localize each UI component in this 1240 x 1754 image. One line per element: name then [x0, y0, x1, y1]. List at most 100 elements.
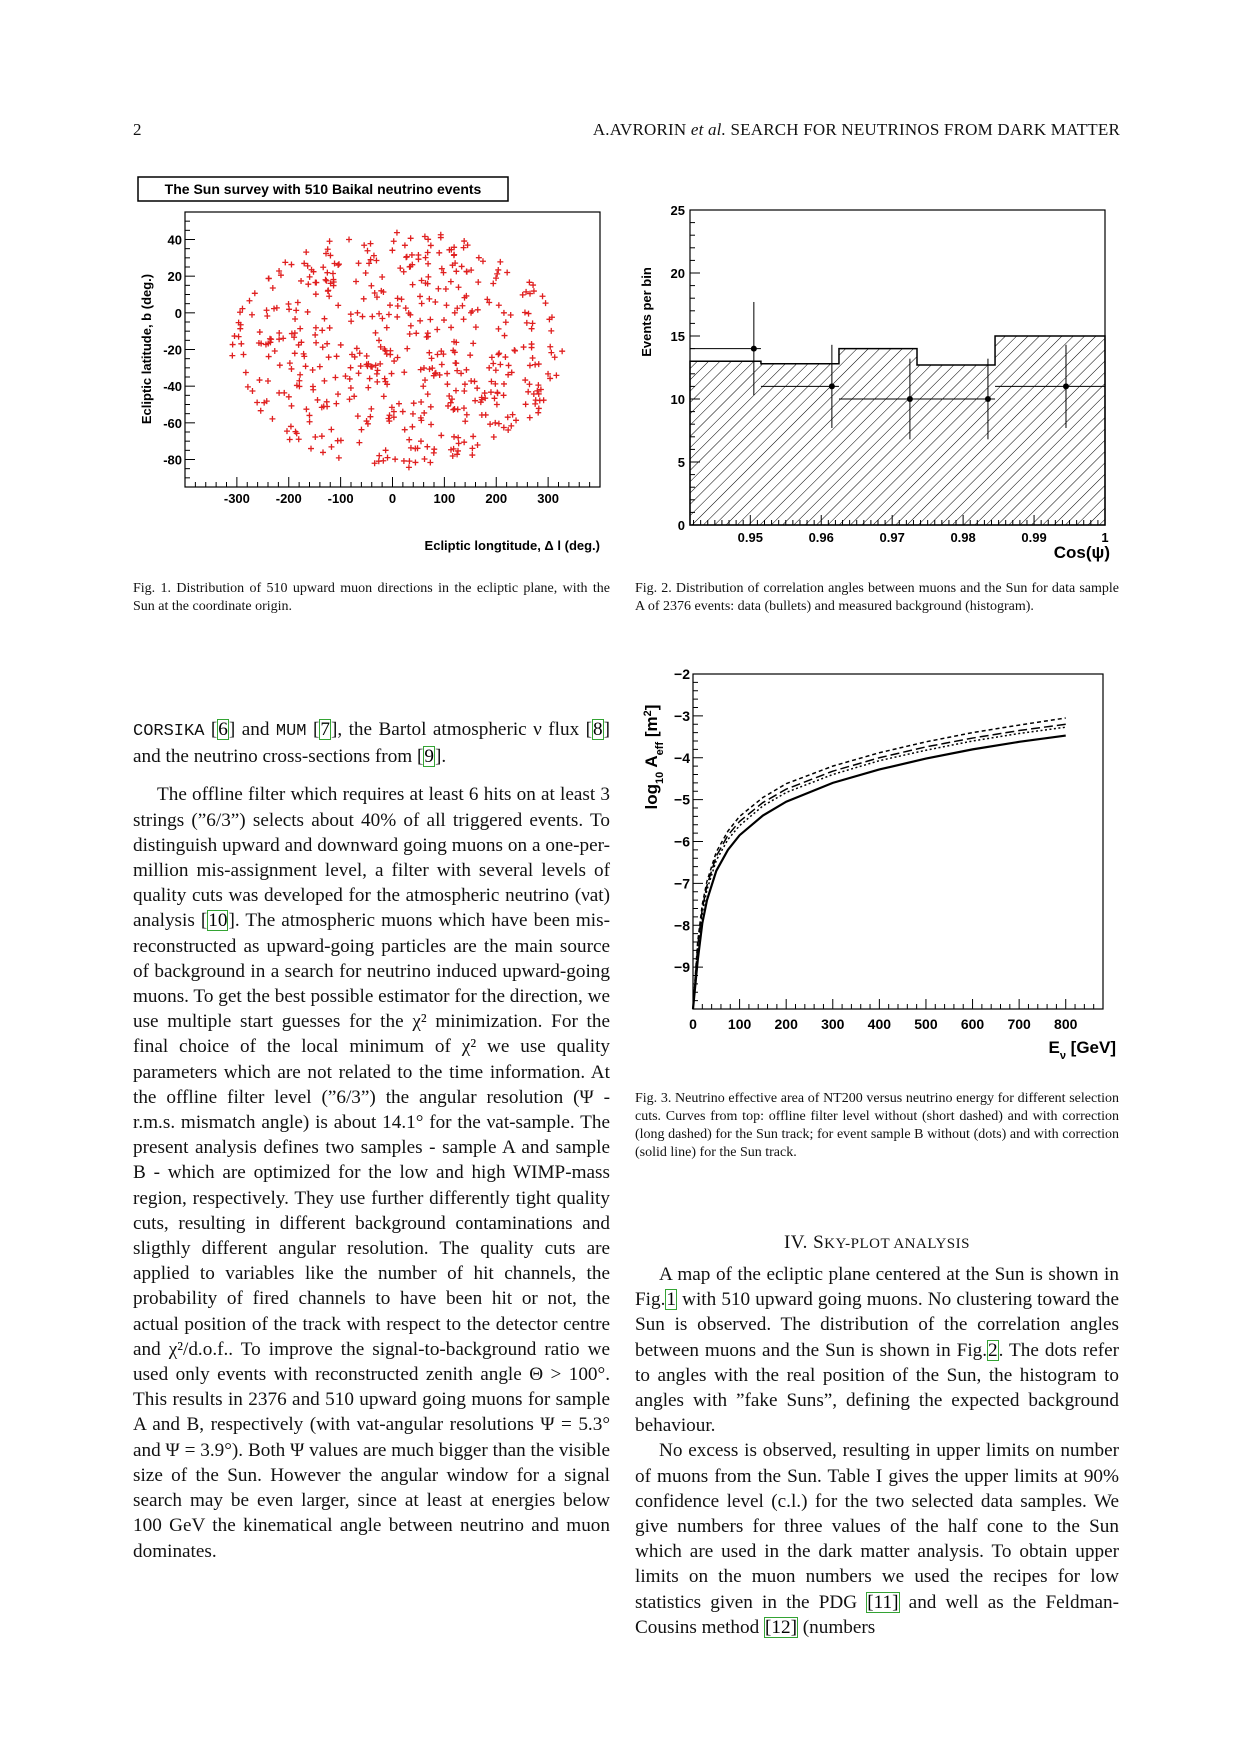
fig1-point: [374, 378, 381, 385]
fig-link-2[interactable]: 2: [987, 1339, 999, 1361]
fig1-point: [348, 318, 355, 325]
fig1-point: [487, 421, 494, 428]
fig1-point: [324, 246, 331, 253]
fig-link-1[interactable]: 1: [665, 1289, 677, 1311]
fig1-point: [291, 350, 298, 357]
fig1-point: [475, 254, 482, 261]
fig1-point: [321, 315, 328, 322]
fig1-point: [451, 309, 458, 316]
fig2-xticklabels: 0.95 0.96 0.97 0.98 0.99 1: [738, 530, 1109, 545]
fig1-point: [330, 282, 337, 289]
fig1-point: [520, 344, 527, 351]
fig1-point: [407, 444, 414, 451]
fig1-point: [399, 408, 406, 415]
fig1-point: [312, 324, 319, 331]
fig1-point: [492, 380, 499, 387]
fig1-point: [467, 352, 474, 359]
fig1-point: [320, 449, 327, 456]
fig1-point: [394, 313, 401, 320]
fig1-point: [409, 261, 416, 268]
fig1-point: [266, 335, 273, 342]
fig1-point: [421, 409, 428, 416]
figure3-caption: Fig. 3. Neutrino effective area of NT200…: [635, 1091, 1119, 1160]
ref-link-7[interactable]: 7: [319, 719, 331, 740]
fig1-point: [532, 397, 539, 404]
fig1-point: [494, 390, 501, 397]
fig1-point: [526, 381, 533, 388]
fig1-point: [546, 316, 553, 323]
fig1-point: [330, 276, 337, 283]
fig1-point: [354, 309, 361, 316]
fig1-point: [363, 353, 370, 360]
fig1-point: [410, 400, 417, 407]
fig1-point: [470, 433, 477, 440]
fig1-point: [322, 276, 329, 283]
fig1-point: [395, 400, 402, 407]
fig1-point: [276, 362, 283, 369]
fig1-point: [353, 278, 360, 285]
fig1-ylabel: Ecliptic latitude, b (deg.): [139, 274, 154, 424]
fig1-ytick-label: 20: [168, 269, 182, 284]
fig1-point: [508, 422, 515, 429]
fig1-ytick-label: -20: [163, 343, 182, 358]
fig1-point: [551, 354, 558, 361]
fig1-point: [479, 258, 486, 265]
fig1-point: [286, 360, 293, 367]
fig1-point: [404, 345, 411, 352]
fig1-point: [460, 316, 467, 323]
fig1-point: [390, 238, 397, 245]
fig3-xlabel: Eν [GeV]: [1048, 1038, 1116, 1060]
fig1-point: [505, 371, 512, 378]
fig1-point: [357, 363, 364, 370]
fig3-lines: [691, 717, 1066, 1010]
ref-link-10[interactable]: 10: [207, 910, 229, 932]
ref-link-8[interactable]: 8: [592, 719, 604, 740]
fig1-point: [409, 281, 416, 288]
ref-link-6[interactable]: 6: [217, 719, 229, 740]
fig1-point: [529, 355, 536, 362]
fig1-point: [316, 363, 323, 370]
fig1-point: [440, 269, 447, 276]
fig2-ytick-label: 25: [671, 203, 685, 218]
fig1-xticklabels: -300 -200 -100 0 100 200 300: [224, 491, 559, 506]
fig1-point: [288, 365, 295, 372]
fig1-point: [454, 447, 461, 454]
fig1-point: [286, 436, 293, 443]
fig2-xtick-label: 0.95: [738, 530, 763, 545]
ref-link-9[interactable]: 9: [423, 746, 435, 768]
ref-link-11[interactable]: [11]: [866, 1591, 900, 1613]
fig1-point: [421, 233, 428, 240]
fig1-point: [418, 300, 425, 307]
fig1-point: [400, 457, 407, 464]
fig1-point: [491, 395, 498, 402]
fig1-point: [265, 275, 272, 282]
fig1-point: [486, 364, 493, 371]
fig1-point: [235, 319, 242, 326]
fig1-point: [436, 371, 443, 378]
fig1-point: [427, 403, 434, 410]
fig1-point: [412, 459, 419, 466]
fig1-point: [406, 436, 413, 443]
fig1-point: [386, 418, 393, 425]
fig1-point: [495, 325, 502, 332]
fig1-point: [547, 375, 554, 382]
fig1-point: [424, 443, 431, 450]
fig3-ytick-label: −8: [674, 917, 690, 933]
fig2-xtick-label: 0.98: [950, 530, 975, 545]
fig1-point: [492, 419, 499, 426]
fig1-point: [318, 433, 325, 440]
fig1-point: [443, 302, 450, 309]
fig1-point: [522, 377, 529, 384]
fig1-point: [542, 300, 549, 307]
fig1-point: [431, 370, 438, 377]
fig1-point: [273, 304, 280, 311]
fig1-point: [461, 439, 468, 446]
ref-link-12[interactable]: [12]: [764, 1616, 798, 1638]
fig1-point: [537, 386, 544, 393]
fig1-point: [507, 311, 514, 318]
fig3-ytick-label: −4: [674, 750, 690, 766]
fig1-point: [351, 393, 358, 400]
fig3-xtick-label: 0: [689, 1016, 697, 1032]
fig1-point: [333, 400, 340, 407]
fig1-point: [326, 293, 333, 300]
